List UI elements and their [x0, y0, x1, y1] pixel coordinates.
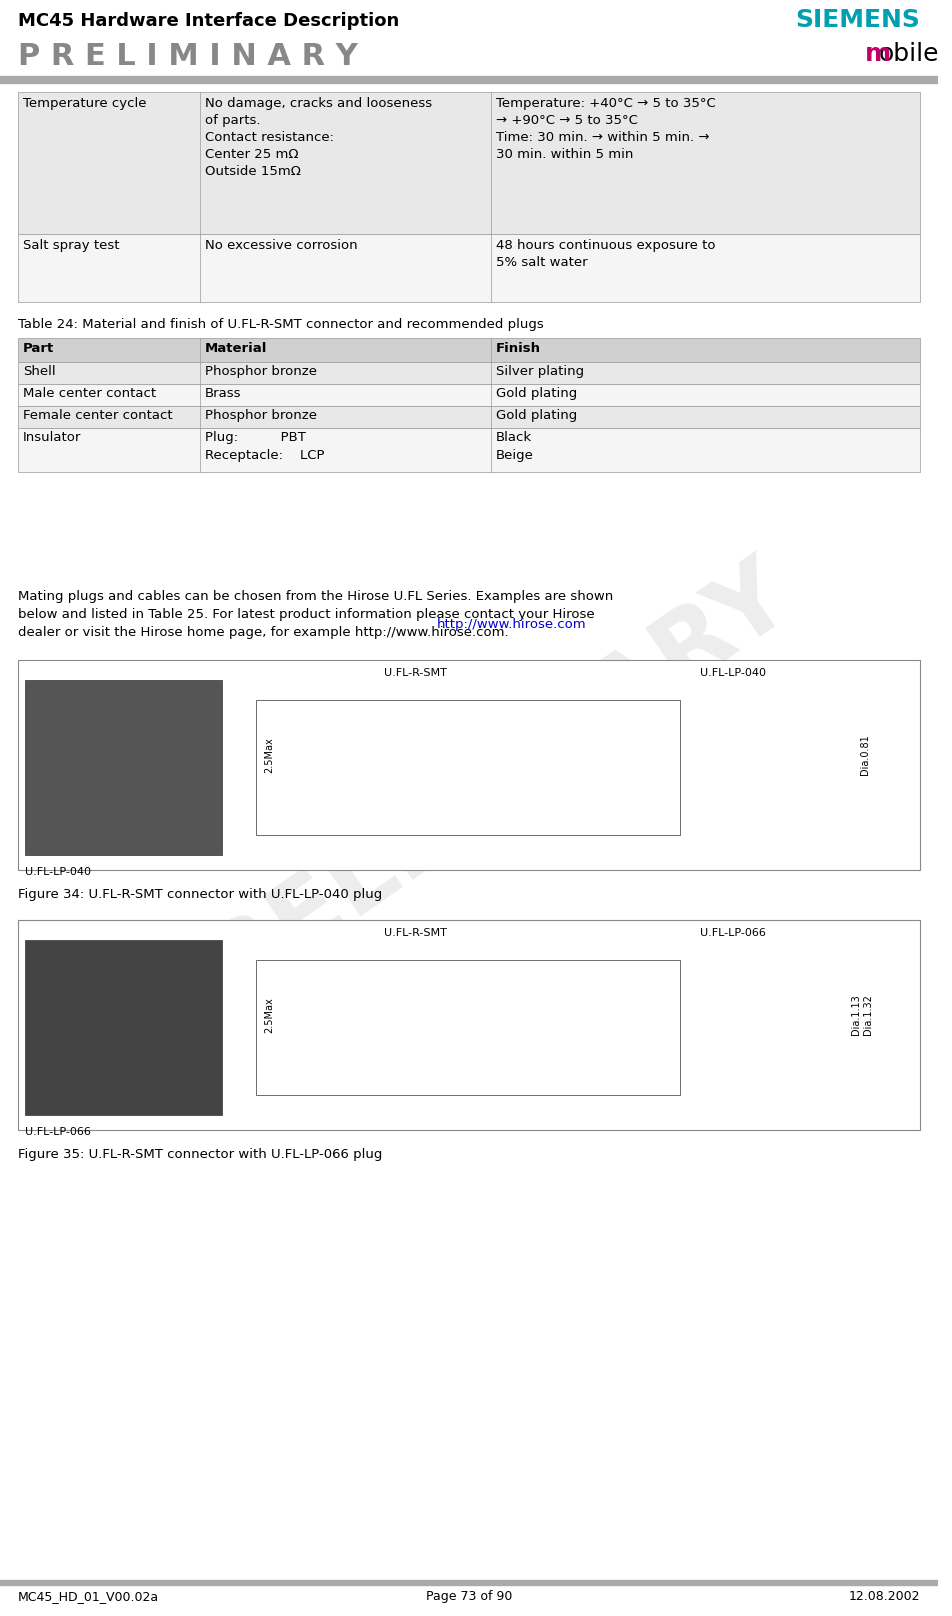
- Bar: [18, 428, 921, 472]
- Text: Material: Material: [205, 343, 268, 356]
- Text: Brass: Brass: [205, 386, 242, 401]
- Text: Insulator: Insulator: [23, 431, 81, 444]
- Text: Part: Part: [23, 343, 54, 356]
- Bar: [0, 1580, 938, 1585]
- Bar: [256, 960, 680, 1096]
- Bar: [18, 338, 921, 362]
- Text: Phosphor bronze: Phosphor bronze: [205, 365, 317, 378]
- Text: Salt spray test: Salt spray test: [23, 239, 119, 252]
- Text: Page 73 of 90: Page 73 of 90: [426, 1590, 512, 1603]
- Text: http://www.hirose.com: http://www.hirose.com: [436, 617, 586, 630]
- Text: U.FL-LP-040: U.FL-LP-040: [700, 667, 765, 679]
- Bar: [25, 680, 222, 855]
- Text: PRELIMINARY: PRELIMINARY: [129, 543, 808, 1058]
- Text: U.FL-LP-066: U.FL-LP-066: [700, 928, 765, 937]
- Text: P R E L I M I N A R Y: P R E L I M I N A R Y: [18, 42, 358, 71]
- Text: Temperature cycle: Temperature cycle: [23, 97, 147, 110]
- Bar: [0, 76, 938, 82]
- Text: Male center contact: Male center contact: [23, 386, 156, 401]
- Text: Mating plugs and cables can be chosen from the Hirose U.FL Series. Examples are : Mating plugs and cables can be chosen fr…: [18, 590, 613, 638]
- Bar: [25, 941, 222, 1115]
- Text: 48 hours continuous exposure to
5% salt water: 48 hours continuous exposure to 5% salt …: [496, 239, 715, 268]
- Text: Gold plating: Gold plating: [496, 409, 577, 422]
- Text: obile: obile: [879, 42, 940, 66]
- Bar: [18, 92, 921, 234]
- Bar: [18, 920, 921, 1130]
- Bar: [256, 700, 680, 835]
- Text: MC45_HD_01_V00.02a: MC45_HD_01_V00.02a: [18, 1590, 159, 1603]
- Text: U.FL-R-SMT: U.FL-R-SMT: [385, 928, 447, 937]
- Bar: [18, 234, 921, 302]
- Text: No damage, cracks and looseness
of parts.
Contact resistance:
Center 25 mΩ
Outsi: No damage, cracks and looseness of parts…: [205, 97, 432, 178]
- Text: Female center contact: Female center contact: [23, 409, 172, 422]
- Text: 2.5Max: 2.5Max: [264, 997, 274, 1033]
- Text: m: m: [865, 42, 891, 66]
- Bar: [18, 406, 921, 428]
- Text: Shell: Shell: [23, 365, 55, 378]
- Bar: [18, 385, 921, 406]
- Text: SIEMENS: SIEMENS: [795, 8, 921, 32]
- Text: 12.08.2002: 12.08.2002: [849, 1590, 921, 1603]
- Text: Figure 35: U.FL-R-SMT connector with U.FL-LP-066 plug: Figure 35: U.FL-R-SMT connector with U.F…: [18, 1147, 382, 1160]
- Text: Dia.1.13
Dia.1.32: Dia.1.13 Dia.1.32: [851, 994, 873, 1036]
- Text: U.FL-R-SMT: U.FL-R-SMT: [385, 667, 447, 679]
- Text: Dia.0.81: Dia.0.81: [860, 735, 870, 776]
- Text: Black
Beige: Black Beige: [496, 431, 533, 462]
- Text: U.FL-LP-066: U.FL-LP-066: [25, 1126, 90, 1138]
- Text: U.FL-LP-040: U.FL-LP-040: [25, 868, 90, 877]
- Text: Temperature: +40°C → 5 to 35°C
→ +90°C → 5 to 35°C
Time: 30 min. → within 5 min.: Temperature: +40°C → 5 to 35°C → +90°C →…: [496, 97, 715, 162]
- Text: No excessive corrosion: No excessive corrosion: [205, 239, 358, 252]
- Text: Table 24: Material and finish of U.FL-R-SMT connector and recommended plugs: Table 24: Material and finish of U.FL-R-…: [18, 318, 544, 331]
- Text: Phosphor bronze: Phosphor bronze: [205, 409, 317, 422]
- Text: Finish: Finish: [496, 343, 541, 356]
- Bar: [18, 362, 921, 385]
- Text: Gold plating: Gold plating: [496, 386, 577, 401]
- Text: MC45 Hardware Interface Description: MC45 Hardware Interface Description: [18, 11, 399, 31]
- Text: 2.5Max: 2.5Max: [264, 737, 274, 772]
- Text: Figure 34: U.FL-R-SMT connector with U.FL-LP-040 plug: Figure 34: U.FL-R-SMT connector with U.F…: [18, 889, 382, 902]
- Text: Plug:          PBT
Receptacle:    LCP: Plug: PBT Receptacle: LCP: [205, 431, 325, 462]
- Bar: [18, 659, 921, 869]
- Text: Silver plating: Silver plating: [496, 365, 584, 378]
